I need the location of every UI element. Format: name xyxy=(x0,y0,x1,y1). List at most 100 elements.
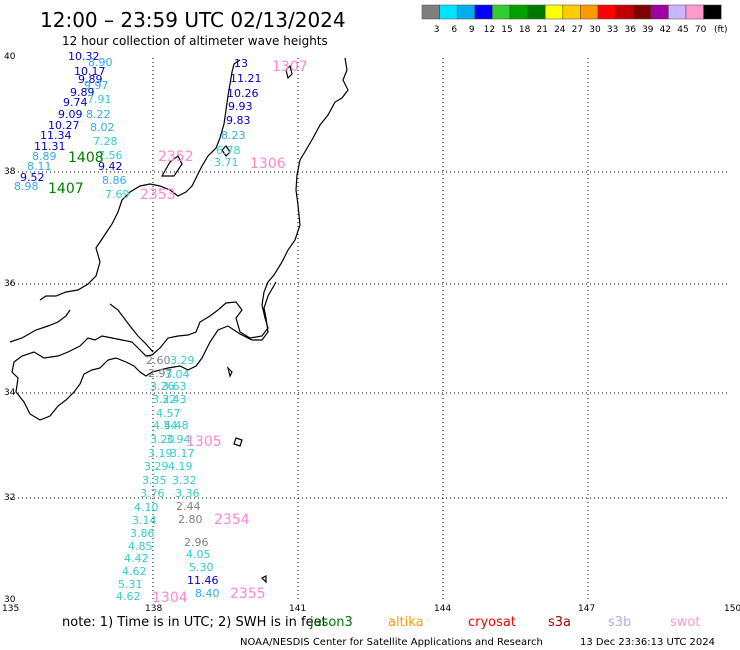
lon-label-147: 147 xyxy=(578,604,595,614)
lat-label-36: 36 xyxy=(4,279,16,289)
wave-height-value: 8.02 xyxy=(90,121,115,134)
legend-s3a: s3a xyxy=(548,615,571,630)
legend-cryosat: cryosat xyxy=(468,615,516,630)
lat-lon-grid xyxy=(10,58,730,602)
wave-height-value: 3.26 xyxy=(150,380,175,393)
lon-label-144: 144 xyxy=(434,604,451,614)
pass-time-label: 2355 xyxy=(230,586,266,602)
colorbar-swatch xyxy=(439,4,458,20)
wave-height-value: 2.44 xyxy=(176,500,201,513)
wave-height-value: 11.31 xyxy=(34,140,66,153)
latitude-labels: 40 38 36 34 32 30 xyxy=(4,52,16,605)
colorbar-label: 18 xyxy=(519,25,531,35)
longitude-labels: 135 138 141 144 147 150 xyxy=(2,604,740,614)
wave-height-value: 8.90 xyxy=(88,56,113,69)
wave-height-value: 3.63 xyxy=(162,380,187,393)
wave-height-value: 7.56 xyxy=(98,149,123,162)
wave-height-value: 9.97 xyxy=(84,79,109,92)
wave-height-value: 4.62 xyxy=(122,565,147,578)
colorbar-unit: (ft) xyxy=(714,25,728,35)
pass-time-label: 1408 xyxy=(68,150,104,166)
wave-height-value: 3.94 xyxy=(166,433,191,446)
colorbar-swatch xyxy=(597,4,616,20)
wave-height-value: 3.36 xyxy=(175,487,200,500)
colorbar-label: 6 xyxy=(451,25,457,35)
lat-label-32: 32 xyxy=(4,493,15,503)
wave-height-value: 3.22 xyxy=(152,393,177,406)
legend-swot: swot xyxy=(670,615,700,630)
pass-time-label: 2353 xyxy=(140,187,176,203)
wave-height-value: 4.42 xyxy=(124,552,149,565)
colorbar-label: 21 xyxy=(536,25,547,35)
wave-height-value: 3.35 xyxy=(142,474,167,487)
colorbar-swatch xyxy=(580,4,599,20)
colorbar-swatch xyxy=(509,4,528,20)
colorbar-swatch xyxy=(668,4,687,20)
legend-s3b: s3b xyxy=(608,615,631,630)
wave-height-value: 8.86 xyxy=(102,174,127,187)
wave-height-value: 3.29 xyxy=(144,460,169,473)
wave-height-value: 9.09 xyxy=(58,108,83,121)
colorbar-label: 70 xyxy=(695,25,707,35)
wave-height-value: 3.86 xyxy=(130,527,155,540)
colorbar-swatch xyxy=(474,4,493,20)
wave-height-value: 9.89 xyxy=(78,73,103,86)
wave-height-value: 11.34 xyxy=(40,129,72,142)
lat-label-30: 30 xyxy=(4,595,16,605)
lon-label-141: 141 xyxy=(289,604,306,614)
coastline xyxy=(9,57,349,584)
colorbar-swatch xyxy=(492,4,511,20)
wave-height-value: 7.28 xyxy=(93,135,118,148)
wave-height-value: 4.54 xyxy=(153,419,178,432)
colorbar-swatch xyxy=(544,4,564,20)
colorbar-label: 39 xyxy=(642,25,654,35)
wave-height-value: 3.19 xyxy=(148,447,173,460)
map-title: 12:00 – 23:59 UTC 02/13/2024 xyxy=(40,8,346,32)
colorbar-label: 27 xyxy=(572,25,583,35)
wave-height-value: 3.32 xyxy=(172,474,197,487)
wave-height-value: 9.83 xyxy=(226,114,251,127)
colorbar-swatch xyxy=(421,4,440,20)
legend-jason3: jason3 xyxy=(309,615,353,630)
wave-height-value: 8.40 xyxy=(195,587,220,600)
colorbar-label: 30 xyxy=(589,25,601,35)
colorbar-label: 9 xyxy=(469,25,475,35)
wave-height-value: 10.27 xyxy=(48,119,80,132)
lat-label-40: 40 xyxy=(4,52,16,62)
wave-height-value: 4.85 xyxy=(128,540,153,553)
pass-time-label: 1307 xyxy=(272,59,308,75)
wave-height-value: 9.89 xyxy=(70,86,95,99)
colorbar-label: 24 xyxy=(554,25,566,35)
wave-height-value: 10.17 xyxy=(74,65,106,78)
wave-height-value: 3.14 xyxy=(132,514,157,527)
legend-altika: altika xyxy=(388,615,424,630)
wave-height-value: 8.98 xyxy=(14,180,39,193)
wave-height-value: 2.97 xyxy=(148,367,173,380)
wave-height-value: 7.91 xyxy=(87,93,112,106)
colorbar-label: 42 xyxy=(660,25,671,35)
colorbar-swatch xyxy=(615,4,634,20)
wave-height-value: 13 xyxy=(234,57,248,70)
pass-time-label: 1306 xyxy=(250,156,286,172)
wave-height-value: 8.23 xyxy=(221,129,246,142)
wave-height-value: 4.48 xyxy=(164,419,189,432)
wave-height-value: 8.89 xyxy=(32,150,57,163)
wave-height-value: 4.10 xyxy=(134,501,159,514)
wave-height-value: 11.46 xyxy=(187,574,219,587)
colorbar-swatch xyxy=(562,4,581,20)
wave-height-value: 7.69 xyxy=(105,188,130,201)
footnote: note: 1) Time is in UTC; 2) SWH is in fe… xyxy=(62,615,327,630)
wave-height-value: 4.57 xyxy=(156,407,181,420)
colorbar-swatch xyxy=(456,4,476,20)
colorbar-swatch xyxy=(685,4,704,20)
pass-time-label: 1304 xyxy=(152,590,188,606)
wave-height-value: 8.11 xyxy=(27,160,52,173)
wave-height-value: 2.96 xyxy=(184,536,209,549)
colorbar-label: 33 xyxy=(607,25,618,35)
map-subtitle: 12 hour collection of altimeter wave hei… xyxy=(62,34,328,48)
wave-height-value: 10.26 xyxy=(227,87,259,100)
wave-height-value: 6.78 xyxy=(216,144,241,157)
wave-height-value: 9.74 xyxy=(63,96,88,109)
wave-height-value: 9.52 xyxy=(20,171,45,184)
